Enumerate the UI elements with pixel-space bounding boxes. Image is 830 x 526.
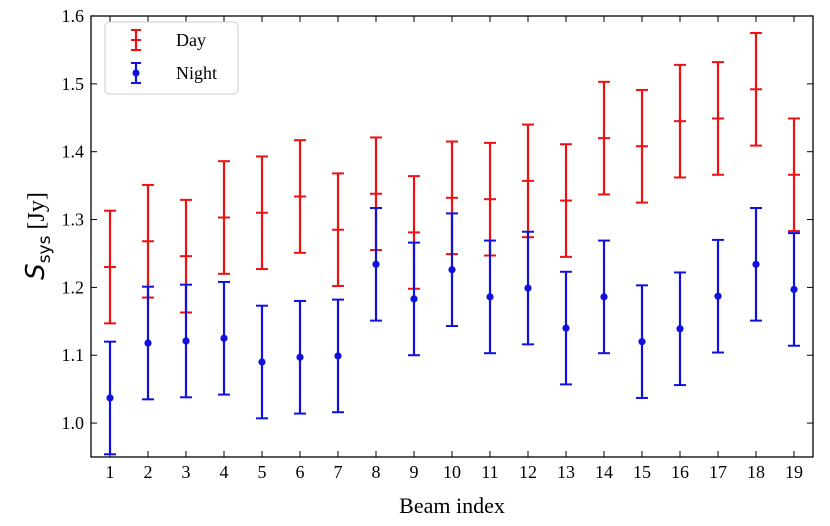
- day-point: [218, 160, 230, 275]
- night-point: [522, 230, 534, 346]
- y-axis-label: Ssys [Jy]: [21, 192, 55, 280]
- day-point: [332, 172, 344, 288]
- y-axis-label-symbol: S: [21, 263, 51, 280]
- day-point: [142, 183, 154, 299]
- y-axis-label-unit: [Jy]: [24, 192, 50, 229]
- night-marker: [106, 394, 114, 402]
- night-point: [370, 207, 382, 322]
- x-tick-label: 3: [182, 462, 191, 482]
- night-point: [408, 241, 420, 357]
- day-point: [712, 61, 724, 176]
- x-tick-label: 8: [372, 462, 381, 482]
- night-point: [104, 340, 116, 456]
- night-marker: [790, 285, 798, 294]
- night-marker: [258, 358, 266, 366]
- night-point: [256, 304, 268, 420]
- night-marker: [410, 295, 418, 303]
- legend-night-marker: [131, 62, 141, 84]
- night-point: [788, 232, 800, 347]
- y-tick-label: 1.1: [62, 345, 85, 365]
- y-tick-label: 1.6: [62, 6, 85, 26]
- day-point: [598, 80, 610, 196]
- night-marker: [600, 293, 608, 301]
- y-tick-label: 1.4: [62, 142, 85, 162]
- plot-frame: [90, 15, 814, 458]
- day-point: [522, 123, 534, 239]
- x-tick-label: 11: [481, 462, 498, 482]
- night-point: [218, 280, 230, 396]
- legend-night-label: Night: [176, 63, 217, 83]
- day-point: [560, 143, 572, 258]
- night-point: [294, 299, 306, 415]
- x-tick-label: 1: [106, 462, 115, 482]
- x-tick-label: 6: [296, 462, 305, 482]
- night-marker: [144, 339, 152, 347]
- night-point: [750, 207, 762, 322]
- x-tick-label: 12: [519, 462, 537, 482]
- night-point: [484, 239, 496, 355]
- night-point: [180, 283, 192, 399]
- x-tick-label: 14: [595, 462, 613, 482]
- x-axis-label: Beam index: [399, 493, 505, 518]
- day-point: [674, 63, 686, 179]
- x-tick-label: 9: [410, 462, 419, 482]
- night-marker: [562, 324, 570, 332]
- legend-marker: [132, 69, 140, 77]
- night-point: [674, 271, 686, 387]
- night-point: [560, 270, 572, 386]
- x-tick-label: 15: [633, 462, 651, 482]
- y-tick-label: 1.3: [62, 210, 85, 230]
- day-point: [256, 155, 268, 271]
- x-tick-label: 13: [557, 462, 575, 482]
- day-point: [294, 139, 306, 254]
- night-marker: [220, 334, 228, 342]
- day-point: [788, 117, 800, 233]
- legend-box: [104, 21, 239, 95]
- night-point: [598, 239, 610, 355]
- x-tick-label: 19: [785, 462, 803, 482]
- y-axis-label-subscript: sys: [35, 235, 55, 263]
- day-point: [484, 141, 496, 257]
- night-marker: [372, 260, 380, 268]
- y-tick-label: 1.5: [62, 74, 85, 94]
- x-tick-label: 2: [144, 462, 153, 482]
- night-marker: [752, 260, 760, 268]
- night-marker: [676, 325, 684, 333]
- x-tick-label: 17: [709, 462, 727, 482]
- night-marker: [182, 337, 190, 345]
- x-tick-label: 7: [334, 462, 343, 482]
- legend-day-marker: [131, 29, 141, 51]
- legend-day-label: Day: [176, 30, 206, 50]
- x-tick-label: 18: [747, 462, 765, 482]
- night-marker: [334, 352, 342, 360]
- series-layer: [104, 31, 800, 456]
- night-point: [142, 285, 154, 401]
- night-point: [332, 298, 344, 414]
- x-tick-label: 16: [671, 462, 689, 482]
- day-point: [636, 88, 648, 204]
- y-tick-label: 1.0: [62, 413, 85, 433]
- night-point: [712, 238, 724, 354]
- night-marker: [638, 338, 646, 346]
- ticks-layer: 1 2 3 4 5 6 7 8 9 10 11 12 13 14 15 16 17 18 191.01.11.21.…: [62, 6, 813, 482]
- night-marker: [448, 266, 456, 274]
- night-marker: [714, 292, 722, 300]
- night-point: [636, 284, 648, 399]
- night-marker: [486, 293, 494, 301]
- y-tick-label: 1.2: [62, 277, 85, 297]
- night-marker: [296, 353, 304, 361]
- night-point: [446, 212, 458, 328]
- x-tick-label: 10: [443, 462, 461, 482]
- day-point: [750, 31, 762, 147]
- night-marker: [524, 284, 532, 292]
- legend: Day Night: [104, 21, 239, 95]
- x-tick-label: 5: [258, 462, 267, 482]
- svg-text:Ssys[Jy]: Ssys [Jy]: [21, 192, 55, 280]
- x-tick-label: 4: [220, 462, 229, 482]
- day-point: [104, 209, 116, 325]
